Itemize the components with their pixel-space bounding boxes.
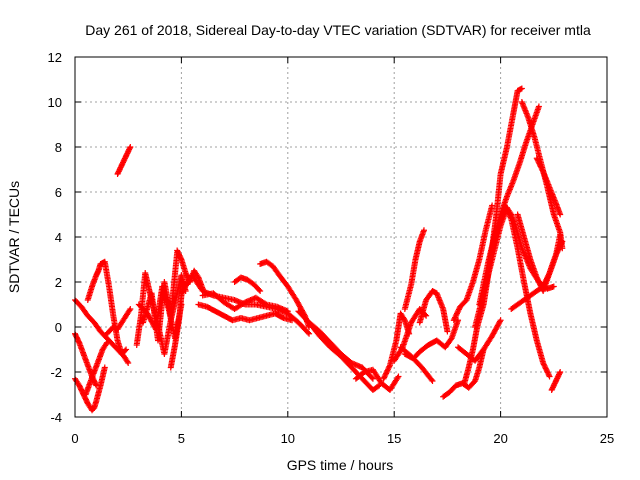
data-point-markers (103, 306, 134, 337)
data-point-markers (397, 344, 436, 384)
y-tick-label: 6 (55, 185, 62, 200)
series-arc-23 (401, 227, 427, 312)
y-tick-label: 8 (55, 140, 62, 155)
series-arc-35 (514, 211, 566, 294)
data-point-markers (140, 249, 181, 344)
x-tick-label: 15 (387, 431, 401, 446)
y-tick-label: 2 (55, 275, 62, 290)
data-point-markers (514, 211, 566, 294)
series-arc-37 (533, 155, 564, 218)
series-arc-14 (195, 301, 296, 324)
y-tick-label: 4 (55, 230, 62, 245)
data-point-markers (533, 155, 564, 218)
grid (75, 57, 607, 417)
data-point-markers (380, 310, 413, 382)
data-point-markers (199, 290, 291, 315)
ticks: 0 5 10 15 20 25 -4 -2 0 2 4 6 8 10 12 (48, 50, 615, 446)
data-point-markers (82, 339, 110, 398)
chart-title: Day 261 of 2018, Sidereal Day-to-day VTE… (85, 22, 591, 38)
x-axis-label: GPS time / hours (287, 457, 394, 473)
series-arc-6 (114, 144, 134, 177)
series-arc-5 (82, 339, 110, 398)
y-tick-label: 0 (55, 320, 62, 335)
x-tick-label: 0 (71, 431, 78, 446)
series-arc-26 (397, 344, 436, 384)
data-point-markers (352, 366, 402, 393)
series-arc-36 (501, 202, 553, 380)
x-tick-label: 10 (281, 431, 295, 446)
data-point-markers (450, 202, 496, 324)
series-arc-20 (352, 366, 402, 393)
data-point-markers (416, 288, 451, 335)
series-arc-7 (103, 306, 134, 337)
series-arc-10 (140, 249, 181, 344)
y-tick-label: 12 (48, 50, 62, 65)
x-tick-label: 25 (600, 431, 614, 446)
y-axis-label: SDTVAR / TECUs (6, 181, 22, 293)
x-tick-label: 20 (493, 431, 507, 446)
series-arc-21 (380, 310, 413, 382)
data-point-markers (401, 227, 427, 312)
data-point-markers (195, 301, 296, 324)
series-arc-24 (416, 288, 451, 335)
series-arc-38 (548, 369, 564, 393)
series-arc-15 (199, 290, 291, 315)
data-point-markers (548, 369, 564, 393)
series-arc-29 (450, 202, 496, 324)
x-tick-label: 5 (178, 431, 185, 446)
data-point-markers (231, 274, 264, 294)
series-arc-16 (231, 274, 264, 294)
y-tick-label: 10 (48, 95, 62, 110)
data-point-markers (501, 202, 553, 380)
data-point-markers (114, 144, 134, 177)
y-tick-label: -2 (50, 365, 62, 380)
y-tick-label: -4 (50, 410, 62, 425)
